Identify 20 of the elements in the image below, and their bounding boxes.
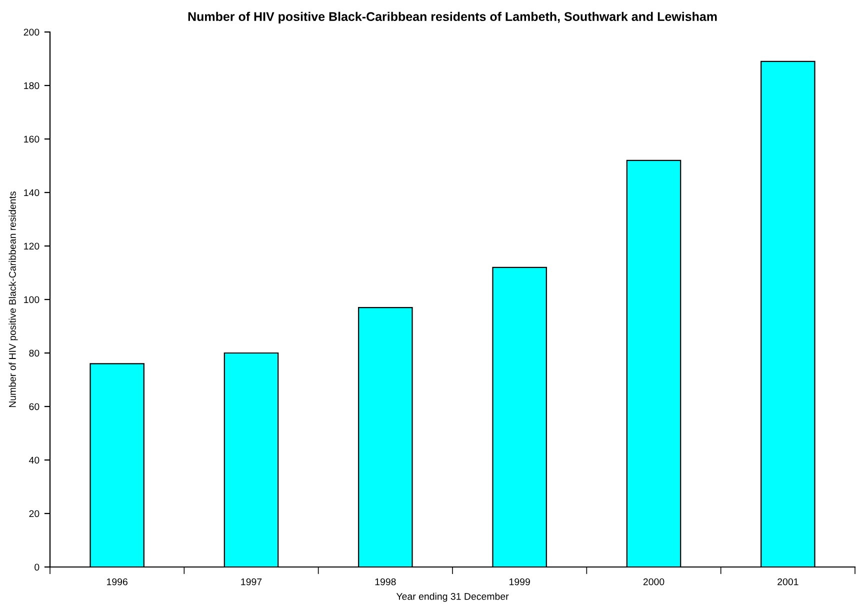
y-axis-title: Number of HIV positive Black-Caribbean residents bbox=[8, 192, 18, 408]
y-tick-label: 160 bbox=[24, 136, 40, 143]
x-tick-label: 1996 bbox=[107, 578, 128, 586]
y-tick-label: 180 bbox=[24, 82, 40, 90]
y-tick-label: 40 bbox=[28, 456, 40, 464]
y-tick-label: 120 bbox=[24, 242, 40, 250]
x-tick-label: 2001 bbox=[778, 578, 798, 586]
y-tick-label: 140 bbox=[24, 189, 40, 196]
y-tick-label: 20 bbox=[29, 510, 40, 518]
x-tick-label: 1998 bbox=[375, 578, 396, 586]
y-tick-label: 60 bbox=[29, 403, 40, 410]
y-tick-label: 0 bbox=[34, 564, 40, 571]
x-axis-title: Year ending 31 December bbox=[396, 592, 509, 602]
x-tick-label: 1997 bbox=[241, 578, 262, 586]
chart-title: Number of HIV positive Black-Caribbean residents of Lambeth, Southwark and Lewisham bbox=[188, 12, 717, 24]
y-tick-label: 200 bbox=[24, 28, 40, 36]
x-tick-label: 1999 bbox=[510, 578, 530, 586]
y-tick-label: 100 bbox=[24, 296, 40, 304]
x-tick-label: 2000 bbox=[643, 578, 664, 586]
y-tick-label: 80 bbox=[29, 350, 40, 357]
